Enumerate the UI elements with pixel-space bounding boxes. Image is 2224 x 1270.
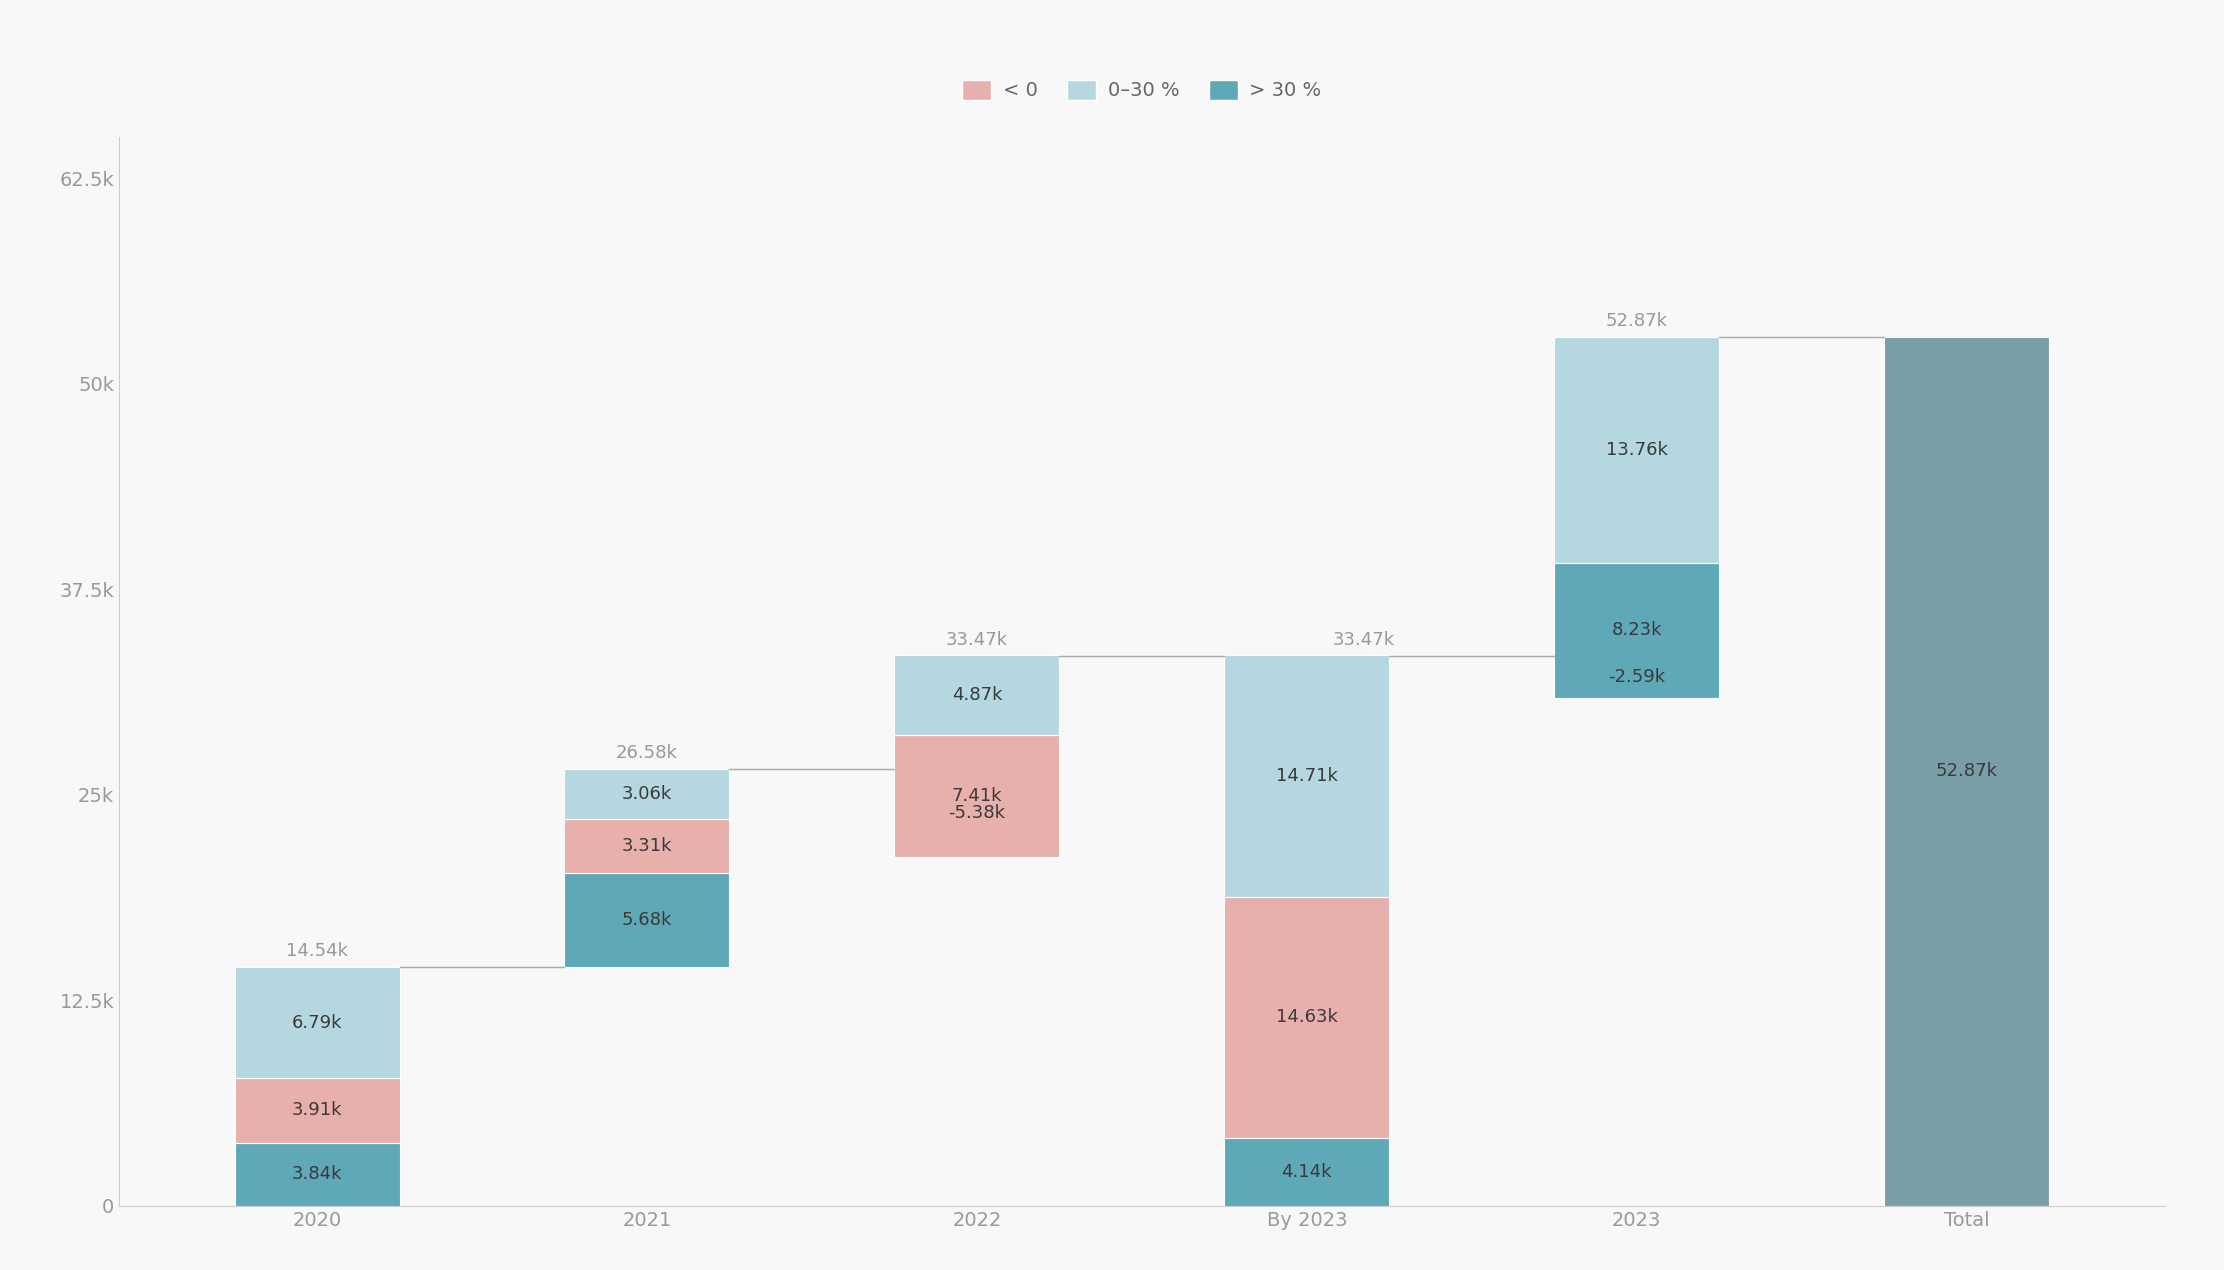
Text: 4.14k: 4.14k	[1281, 1163, 1332, 1181]
Text: -5.38k: -5.38k	[947, 804, 1005, 822]
Bar	[1223, 1138, 1390, 1205]
Text: 6.79k: 6.79k	[291, 1013, 342, 1031]
Text: 3.06k: 3.06k	[623, 785, 672, 803]
Text: 14.54k: 14.54k	[287, 942, 347, 960]
Text: 14.63k: 14.63k	[1277, 1008, 1337, 1026]
Bar	[1223, 897, 1390, 1138]
Text: -2.59k: -2.59k	[1608, 668, 1666, 686]
Legend: < 0, 0–30 %, > 30 %: < 0, 0–30 %, > 30 %	[954, 72, 1330, 108]
Bar	[234, 1078, 400, 1143]
Text: 4.87k: 4.87k	[952, 686, 1003, 705]
Bar	[234, 966, 400, 1078]
Text: 26.58k: 26.58k	[616, 744, 678, 762]
Text: 52.87k: 52.87k	[1606, 312, 1668, 330]
Bar	[1555, 655, 1719, 699]
Text: 7.41k: 7.41k	[952, 787, 1003, 805]
Text: 33.47k: 33.47k	[1332, 631, 1394, 649]
Text: 13.76k: 13.76k	[1606, 441, 1668, 458]
Text: 3.84k: 3.84k	[291, 1165, 342, 1184]
Text: 5.68k: 5.68k	[623, 911, 672, 930]
Bar	[1223, 655, 1390, 897]
Text: 52.87k: 52.87k	[1935, 762, 1997, 780]
Bar	[894, 655, 1059, 735]
Bar	[894, 735, 1059, 857]
Bar	[565, 874, 729, 966]
Bar	[1555, 337, 1719, 563]
Text: 33.47k: 33.47k	[945, 631, 1007, 649]
Text: 8.23k: 8.23k	[1612, 621, 1661, 640]
Bar	[894, 768, 1059, 857]
Text: 14.71k: 14.71k	[1277, 767, 1337, 785]
Text: 3.91k: 3.91k	[291, 1101, 342, 1119]
Text: 3.31k: 3.31k	[623, 837, 672, 855]
Bar	[1884, 337, 2048, 1205]
Bar	[1555, 563, 1719, 698]
Bar	[234, 1143, 400, 1205]
Bar	[565, 768, 729, 819]
Bar	[565, 819, 729, 874]
